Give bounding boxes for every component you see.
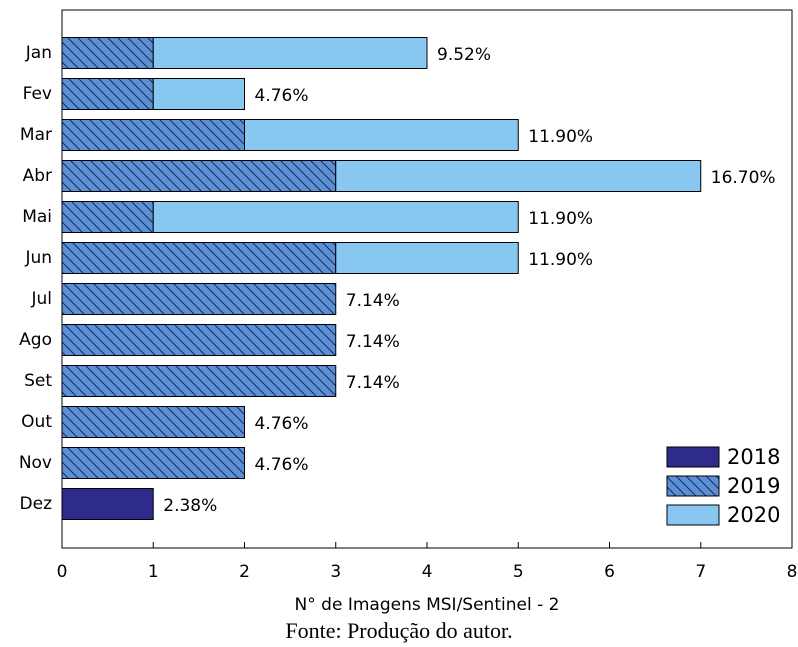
bar-segment (61, 119, 245, 151)
legend-swatch-outline (666, 446, 720, 468)
legend-swatch (666, 475, 720, 497)
y-tick-label: Mar (20, 125, 52, 145)
x-tick-label: 6 (604, 562, 615, 582)
total-label: 4.76% (255, 86, 309, 106)
x-tick-label: 4 (422, 562, 433, 582)
segment-outline (61, 447, 245, 479)
total-label: 7.14% (346, 291, 400, 311)
legend-label: 2020 (727, 503, 780, 527)
bar-segment (61, 447, 245, 479)
x-tick-label: 0 (57, 562, 68, 582)
total-label: 2.38% (163, 496, 217, 516)
y-tick-label: Nov (19, 453, 52, 473)
segment-fill (153, 201, 519, 233)
x-tick-label: 5 (513, 562, 524, 582)
legend-label: 2019 (727, 474, 780, 498)
segment-fill (62, 488, 154, 520)
total-label: 4.76% (255, 414, 309, 434)
segment-outline (61, 365, 337, 397)
segment-hatch (62, 37, 154, 69)
y-tick-label: Ago (19, 330, 52, 350)
segment-hatch (62, 283, 336, 315)
y-tick-label: Jul (30, 289, 52, 309)
segment-outline (152, 37, 428, 69)
legend-swatch (666, 446, 720, 468)
legend-swatch-outline (666, 504, 720, 526)
segment-fill (335, 242, 519, 274)
segment-hatch (62, 324, 336, 356)
segment-outline (61, 406, 245, 438)
x-tick-label: 7 (695, 562, 706, 582)
x-tick-label: 2 (239, 562, 250, 582)
segment-outline (335, 242, 519, 274)
total-label: 7.14% (346, 332, 400, 352)
bar-segment (335, 160, 702, 192)
source: Fonte: Produção do autor. (285, 618, 512, 643)
segment-hatch (62, 119, 245, 151)
bar-segment (61, 160, 337, 192)
y-tick-label: Dez (20, 494, 53, 514)
bar-segment (61, 406, 245, 438)
segment-hatch (62, 447, 245, 479)
total-label: 9.52% (437, 45, 491, 65)
y-tick-label: Set (24, 371, 52, 391)
bar-segment (61, 242, 337, 274)
segment-fill (244, 119, 519, 151)
x-tick-label: 1 (148, 562, 159, 582)
x-tick-label: 8 (787, 562, 798, 582)
total-label: 16.70% (711, 168, 776, 188)
segment-outline (61, 283, 337, 315)
bar-segment (152, 37, 428, 69)
segment-outline (152, 78, 245, 110)
bar-segment (61, 78, 154, 110)
y-tick-label: Jan (25, 43, 52, 63)
segment-hatch (62, 365, 336, 397)
bar-segment (61, 324, 337, 356)
total-label: 11.90% (528, 209, 593, 229)
bar-segment (61, 488, 154, 520)
segment-hatch (667, 476, 719, 496)
segment-hatch (62, 160, 336, 192)
segment-fill (153, 37, 427, 69)
legend-swatch-outline (666, 475, 720, 497)
segment-outline (335, 160, 702, 192)
y-tick-label: Mai (22, 207, 52, 227)
segment-hatch (62, 201, 154, 233)
total-label: 4.76% (255, 455, 309, 475)
segment-outline (244, 119, 519, 151)
segment-fill (153, 78, 245, 110)
legend-label: 2018 (727, 445, 780, 469)
segment-fill (667, 505, 719, 525)
total-label: 11.90% (528, 250, 593, 270)
y-tick-label: Fev (23, 84, 52, 104)
total-label: 11.90% (528, 127, 593, 147)
y-tick-label: Out (21, 412, 52, 432)
bar-segment (61, 201, 154, 233)
segment-fill (335, 160, 701, 192)
bar-segment (244, 119, 519, 151)
bar-segment (61, 283, 337, 315)
bar-segment (61, 37, 154, 69)
segment-hatch (62, 242, 336, 274)
bar-segment (61, 365, 337, 397)
segment-hatch (62, 78, 154, 110)
x-axis-title: N° de Imagens MSI/Sentinel - 2 (295, 595, 560, 615)
segment-outline (61, 324, 337, 356)
segment-fill (667, 447, 719, 467)
bar-segment (335, 242, 519, 274)
segment-outline (61, 488, 154, 520)
total-label: 7.14% (346, 373, 400, 393)
bar-segment (152, 201, 519, 233)
y-tick-label: Jun (24, 248, 52, 268)
legend-swatch (666, 504, 720, 526)
bar-segment (152, 78, 245, 110)
x-tick-label: 3 (330, 562, 341, 582)
segment-outline (152, 201, 519, 233)
y-tick-label: Abr (23, 166, 52, 186)
segment-hatch (62, 406, 245, 438)
